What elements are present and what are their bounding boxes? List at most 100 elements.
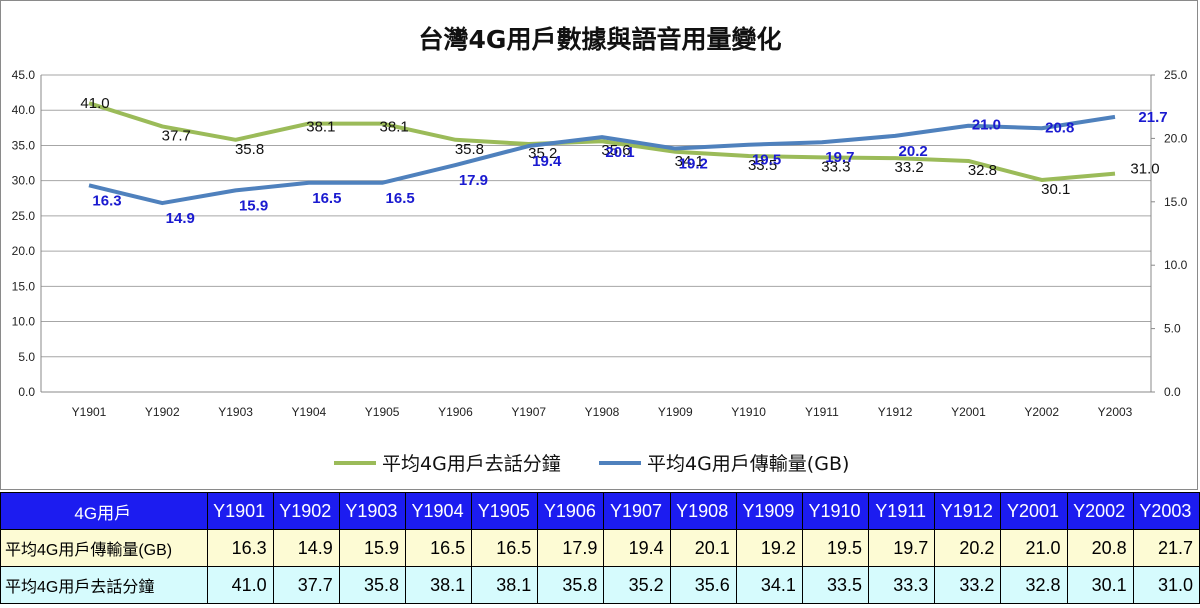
table-header-cell: Y2003 [1132,492,1200,530]
data-label-data-usage: 15.9 [239,197,268,214]
table-header-cell: Y1902 [272,492,340,530]
table-header-cell: Y1901 [206,492,274,530]
y-left-tick-label: 10.0 [12,315,36,329]
table-cell: 33.5 [801,566,870,604]
data-table: 4G用戶 Y1901 Y1902 Y1903 Y1904 Y1905 Y1906 Y1907… [0,492,1200,604]
x-tick-label: Y1905 [365,405,400,419]
data-label-voice: 35.2 [528,145,557,162]
y-left-tick-label: 5.0 [18,350,35,364]
table-cell: 16.5 [471,529,539,567]
y-right-tick-label: 5.0 [1164,322,1181,336]
y-right-tick-label: 10.0 [1164,258,1188,272]
chart-title: 台灣4G用戶數據與語音用量變化 [419,25,782,54]
data-label-data-usage: 17.9 [459,172,488,189]
table-header-cell: Y1905 [471,492,539,530]
data-label-voice: 35.8 [455,141,484,158]
table-cell: 35.8 [338,566,406,604]
data-label-voice: 41.0 [80,95,109,112]
table-cell: 41.0 [206,566,274,604]
data-label-voice: 38.1 [380,119,409,136]
x-tick-label: Y1901 [72,405,107,419]
table-cell: 38.1 [404,566,473,604]
table-cell: 20.2 [934,529,1002,567]
table-cell: 19.5 [801,529,870,567]
table-cell: 20.8 [1066,529,1134,567]
y-right-tick-label: 25.0 [1164,68,1188,82]
data-label-data-usage: 19.5 [752,152,781,169]
data-label-data-usage: 19.2 [679,156,708,173]
table-header-cell: Y1903 [338,492,406,530]
table-cell: 15.9 [338,529,406,567]
x-tick-label: Y2003 [1098,405,1133,419]
chart-panel: 台灣4G用戶數據與語音用量變化 0.0 5.0 10.0 15.0 20.0 25.0 30.… [0,0,1198,490]
x-tick-label: Y1911 [805,405,839,419]
y-left-tick-label: 20.0 [12,244,36,258]
data-label-data-usage: 16.3 [92,192,121,209]
legend-label-voice: 平均4G用戶去話分鐘 [382,453,561,475]
x-tick-label: Y1904 [292,405,327,419]
series-line-voice-minutes [88,101,1116,182]
x-tick-label: Y1909 [658,405,693,419]
x-tick-label: Y1907 [511,405,546,419]
y-right-tick-label: 15.0 [1164,195,1188,209]
table-cell: 16.3 [206,529,274,567]
table-cell: 21.7 [1132,529,1200,567]
table-cell: 17.9 [537,529,605,567]
table-header-cell: Y1910 [801,492,870,530]
table-cell: 19.7 [868,529,936,567]
table-cell: 14.9 [272,529,340,567]
table-cell: 35.2 [603,566,671,604]
table-row: 平均4G用戶去話分鐘 41.0 37.7 35.8 38.1 38.1 35.8 35.2 35… [0,566,1200,604]
table-header-cell: Y1904 [404,492,473,530]
x-tick-label: Y1908 [585,405,620,419]
table-cell: 19.2 [735,529,803,567]
table-header-cell: Y1906 [537,492,605,530]
data-label-voice: 31.0 [1130,161,1159,178]
x-tick-label: Y1910 [731,405,766,419]
data-label-voice: 33.5 [748,157,777,174]
table-cell: 33.2 [934,566,1002,604]
data-label-voice: 37.7 [162,127,191,144]
data-label-voice: 33.3 [821,158,850,175]
data-label-data-usage: 16.5 [386,190,415,207]
data-label-data-usage: 14.9 [166,210,195,227]
table-cell: 37.7 [272,566,340,604]
data-label-data-usage: 20.1 [605,144,634,161]
data-label-data-usage: 20.8 [1045,119,1074,136]
table-header-label: 4G用戶 [0,492,208,530]
x-tick-label: Y2002 [1024,405,1059,419]
table-cell: 21.0 [1000,529,1068,567]
table-cell: 35.8 [537,566,605,604]
table-header-row: 4G用戶 Y1901 Y1902 Y1903 Y1904 Y1905 Y1906 Y1907… [0,492,1200,530]
table-header-cell: Y1907 [603,492,671,530]
y-left-tick-label: 0.0 [18,385,35,399]
table-header-cell: Y2002 [1066,492,1134,530]
table-header-cell: Y1908 [669,492,737,530]
table-cell: 20.1 [669,529,737,567]
data-label-data-usage: 20.2 [899,143,928,160]
data-label-data-usage: 16.5 [312,190,341,207]
table-row: 平均4G用戶傳輸量(GB) 16.3 14.9 15.9 16.5 16.5 17.9 19.… [0,529,1200,567]
x-tick-label: Y1902 [145,405,180,419]
table-row-label: 平均4G用戶傳輸量(GB) [0,529,208,567]
data-label-data-usage: 21.7 [1138,109,1167,126]
data-label-voice: 35.8 [235,141,264,158]
table-cell: 33.3 [868,566,936,604]
table-cell: 30.1 [1066,566,1134,604]
legend-label-data-usage: 平均4G用戶傳輸量(GB) [647,453,849,475]
y-left-tick-label: 30.0 [12,174,36,188]
data-label-data-usage: 19.7 [825,149,854,166]
data-label-voice: 33.2 [895,159,924,176]
table-cell: 19.4 [603,529,671,567]
table-cell: 16.5 [404,529,473,567]
x-tick-label: Y1903 [218,405,253,419]
y-left-tick-label: 45.0 [12,68,36,82]
data-label-data-usage: 19.4 [532,153,562,170]
data-label-voice: 38.1 [306,119,335,136]
table-header-cell: Y1911 [868,492,936,530]
y-left-tick-label: 35.0 [12,138,36,152]
table-row-label: 平均4G用戶去話分鐘 [0,566,208,604]
table-cell: 32.8 [1000,566,1068,604]
table-cell: 38.1 [471,566,539,604]
table-cell: 35.6 [669,566,737,604]
